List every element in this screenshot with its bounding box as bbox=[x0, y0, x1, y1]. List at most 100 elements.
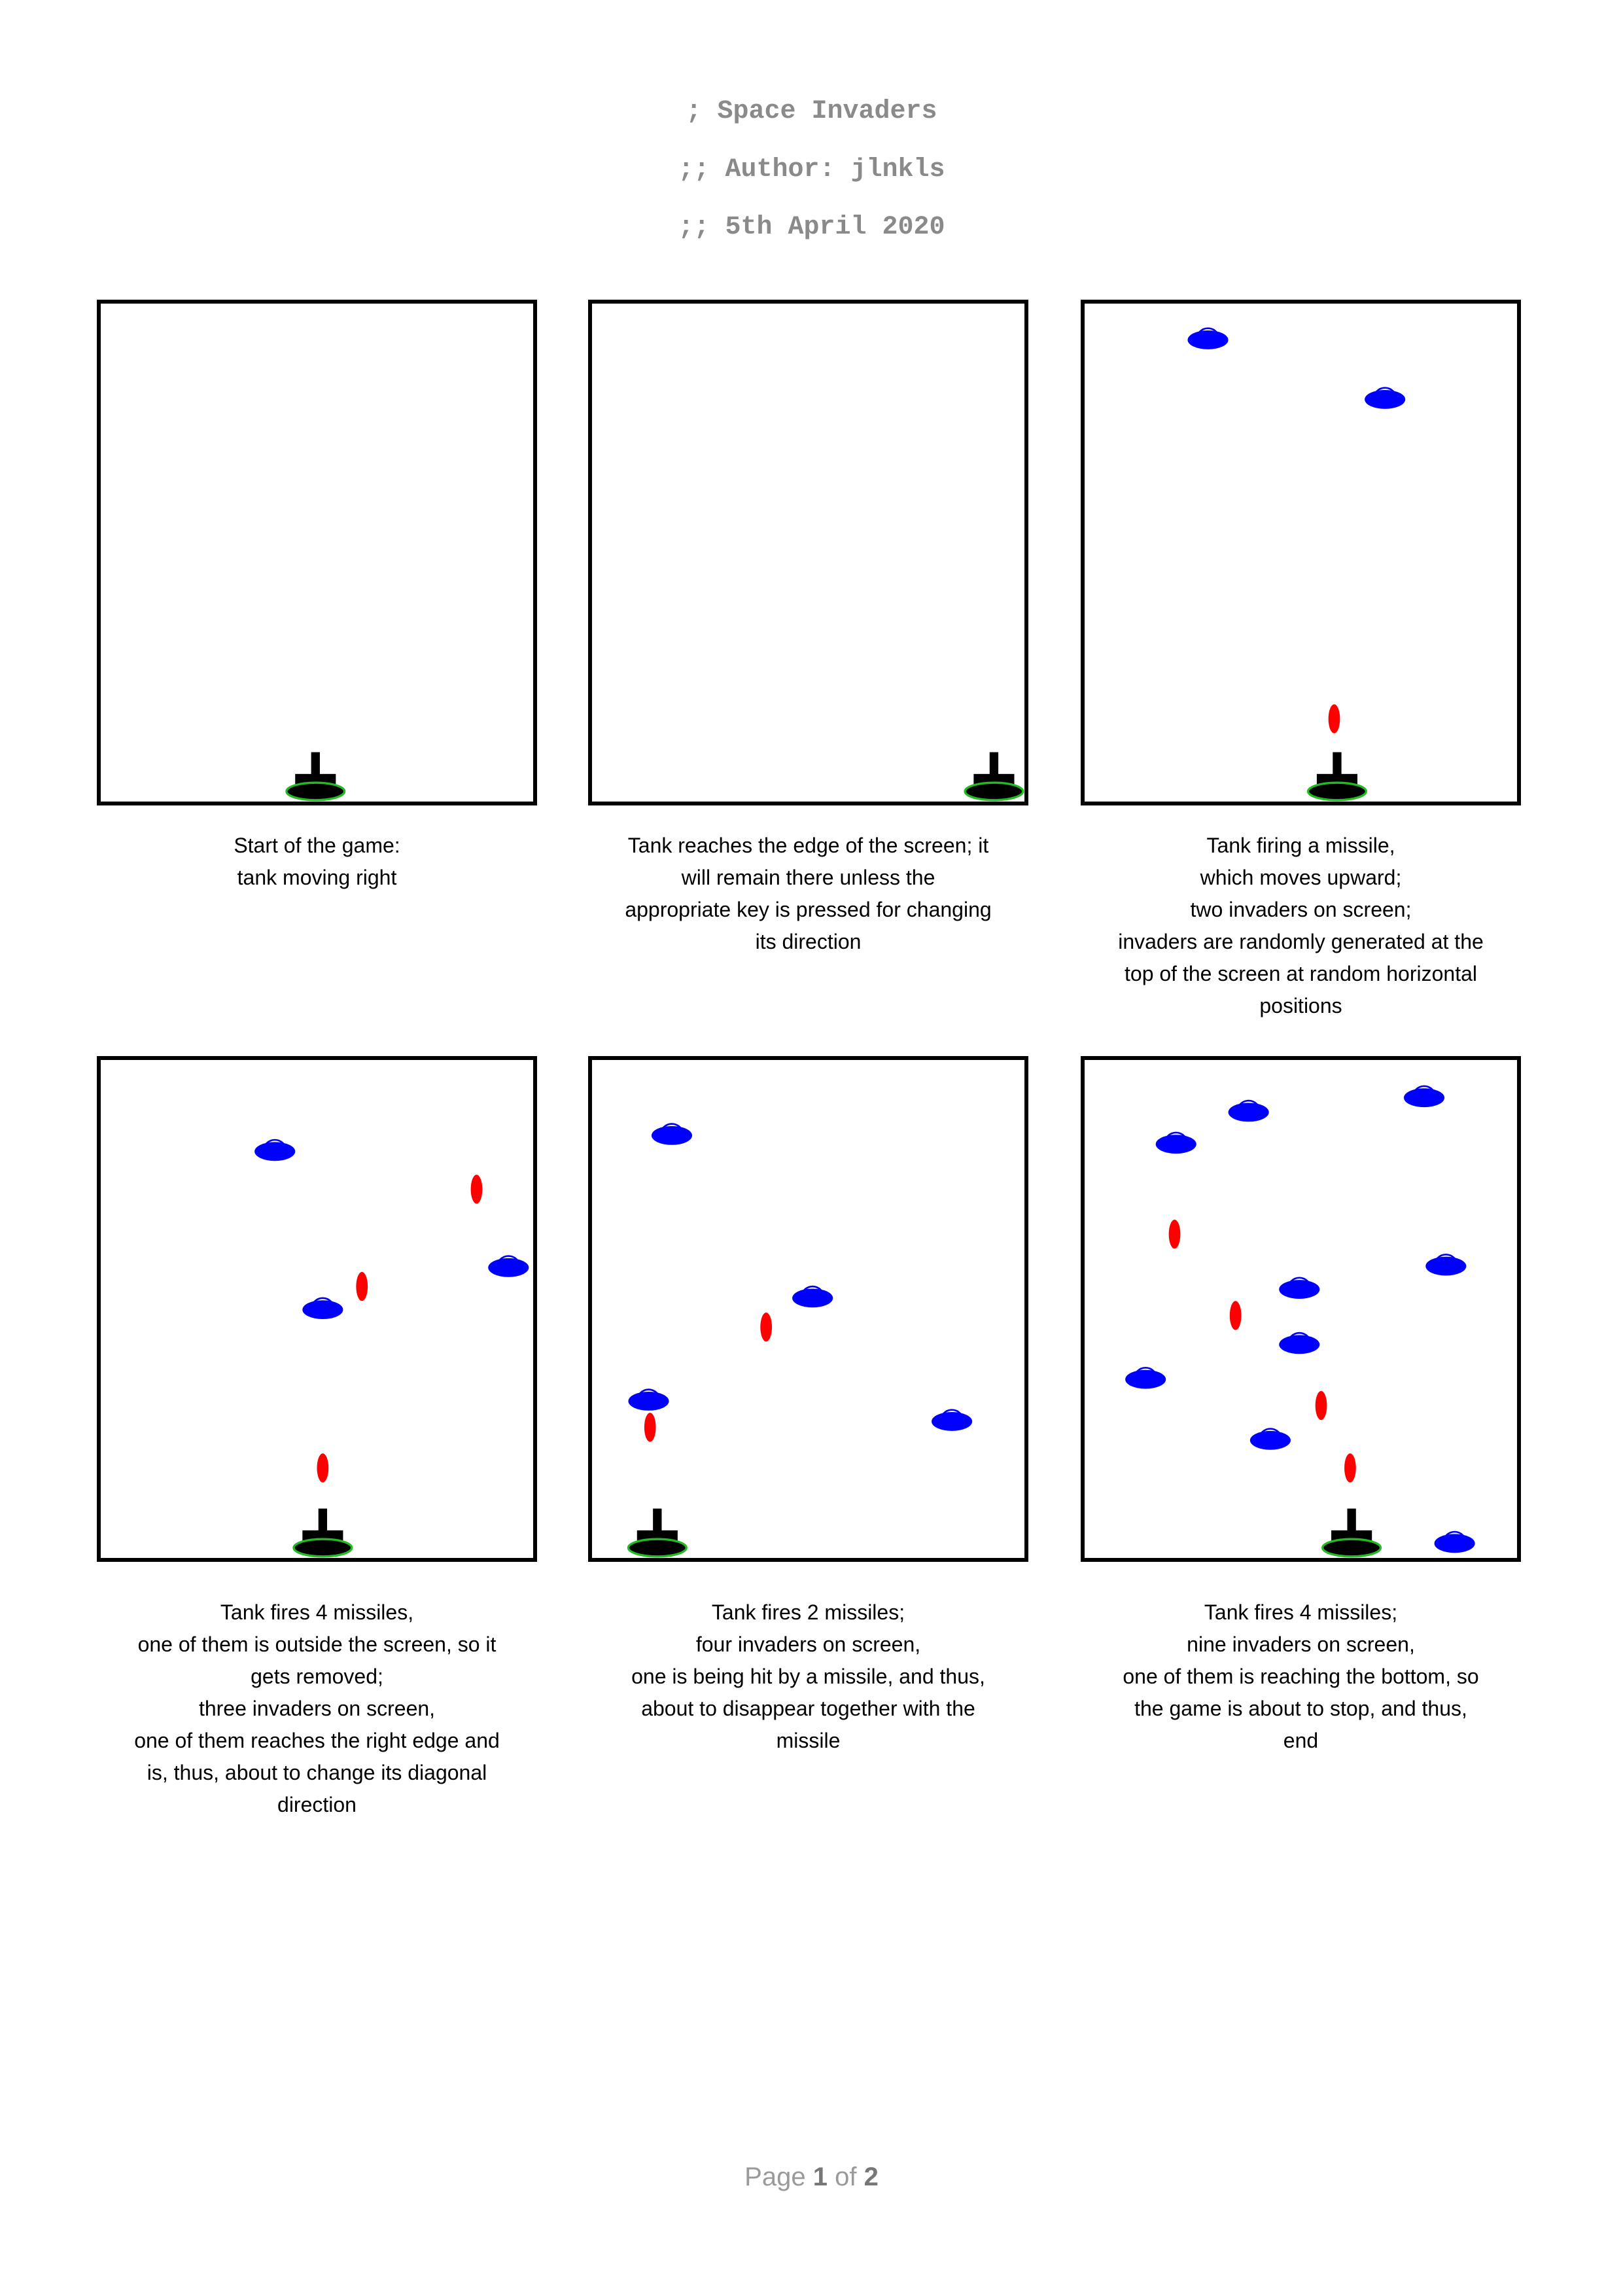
invader-body bbox=[1187, 330, 1229, 349]
caption-line: one of them reaches the right edge and bbox=[134, 1729, 500, 1752]
tank bbox=[627, 1508, 688, 1558]
tank-body bbox=[285, 781, 346, 802]
tank-barrel bbox=[1333, 752, 1342, 776]
header-line: ;; 5th April 2020 bbox=[678, 213, 945, 242]
invader bbox=[628, 1388, 669, 1411]
tank bbox=[964, 752, 1024, 802]
screen-canvas bbox=[1187, 327, 1406, 802]
caption: Tank fires 2 missiles; four invaders on s… bbox=[588, 1597, 1028, 1757]
page-total: 2 bbox=[864, 2163, 879, 2191]
tank bbox=[285, 752, 346, 802]
caption-line: positions bbox=[1259, 994, 1342, 1017]
missile bbox=[1229, 1301, 1242, 1330]
page-number: 1 bbox=[812, 2163, 828, 2191]
caption-line: four invaders on screen, bbox=[695, 1633, 921, 1656]
invader-body bbox=[628, 1391, 669, 1411]
caption-line: gets removed; bbox=[251, 1665, 383, 1688]
caption-line: Tank reaches the edge of the screen; it bbox=[627, 834, 989, 857]
caption: Start of the game: tank moving right bbox=[97, 830, 537, 894]
caption-line: three invaders on screen, bbox=[198, 1697, 436, 1720]
footer-text: Page bbox=[744, 2163, 806, 2191]
missile bbox=[644, 1413, 656, 1442]
invader-body bbox=[1425, 1256, 1467, 1276]
invader-body bbox=[254, 1142, 296, 1161]
caption-line: the game is about to stop, and thus, bbox=[1134, 1697, 1467, 1720]
header-line: ; Space Invaders bbox=[686, 97, 937, 126]
tank-body bbox=[1321, 1538, 1382, 1558]
screen-canvas bbox=[627, 1123, 973, 1558]
missile bbox=[1328, 704, 1340, 733]
tank-barrel bbox=[653, 1508, 662, 1532]
missile bbox=[1315, 1390, 1327, 1421]
screen-canvas bbox=[1125, 1085, 1475, 1558]
tank-body bbox=[964, 781, 1024, 802]
invader bbox=[254, 1139, 296, 1161]
game-screen bbox=[588, 1056, 1028, 1562]
tank-turret bbox=[637, 1530, 678, 1541]
missile bbox=[356, 1271, 368, 1301]
tank-turret bbox=[1331, 1530, 1372, 1541]
game-screen bbox=[588, 300, 1028, 805]
caption-line: Tank fires 4 missiles; bbox=[1204, 1600, 1398, 1624]
caption-line: top of the screen at random horizontal bbox=[1125, 962, 1477, 985]
invader-body bbox=[1125, 1369, 1166, 1389]
tank bbox=[1306, 752, 1367, 802]
invader bbox=[1155, 1131, 1196, 1154]
invader-body bbox=[1365, 390, 1406, 409]
caption-line: one of them is outside the screen, so it bbox=[137, 1633, 497, 1656]
tank-barrel bbox=[1347, 1508, 1356, 1532]
caption-line: is, thus, about to change its diagonal bbox=[147, 1761, 487, 1784]
invader bbox=[1187, 327, 1229, 349]
caption-line: end bbox=[1283, 1729, 1319, 1752]
tank bbox=[292, 1508, 353, 1558]
tank-body bbox=[1306, 781, 1367, 802]
tank-barrel bbox=[989, 752, 999, 776]
tank-turret bbox=[973, 773, 1015, 785]
tank-turret bbox=[1316, 773, 1358, 785]
header-line: ;; Author: jlnkls bbox=[678, 155, 945, 185]
caption-line: tank moving right bbox=[237, 866, 397, 889]
caption-line: one of them is reaching the bottom, so bbox=[1123, 1665, 1479, 1688]
invader-body bbox=[651, 1125, 693, 1145]
invader-body bbox=[1249, 1430, 1291, 1450]
tank-body bbox=[627, 1538, 688, 1558]
tank bbox=[1321, 1508, 1382, 1558]
caption-line: one is being hit by a missile, and thus, bbox=[631, 1665, 985, 1688]
invader-body bbox=[488, 1258, 529, 1277]
invader bbox=[1425, 1253, 1467, 1276]
missile bbox=[1344, 1453, 1356, 1483]
invader bbox=[1228, 1099, 1269, 1122]
invader bbox=[1279, 1277, 1320, 1299]
caption-line: appropriate key is pressed for changing bbox=[625, 898, 992, 921]
game-screen bbox=[97, 1056, 537, 1562]
caption-line: Tank fires 4 missiles, bbox=[220, 1600, 414, 1624]
invader-body bbox=[932, 1412, 973, 1431]
caption-line: missile bbox=[776, 1729, 841, 1752]
caption: Tank reaches the edge of the screen; it w… bbox=[588, 830, 1028, 958]
invader bbox=[1279, 1332, 1320, 1354]
caption-line: nine invaders on screen, bbox=[1187, 1633, 1415, 1656]
caption-line: Tank firing a missile, bbox=[1206, 834, 1395, 857]
missile bbox=[1168, 1220, 1181, 1249]
invader-body bbox=[1403, 1088, 1445, 1108]
caption: Tank fires 4 missiles; nine invaders on s… bbox=[1081, 1597, 1521, 1757]
tank-barrel bbox=[311, 752, 320, 776]
invader bbox=[1403, 1085, 1445, 1108]
caption-line: will remain there unless the bbox=[681, 866, 935, 889]
missile bbox=[470, 1174, 483, 1204]
invader bbox=[1249, 1428, 1291, 1450]
game-screen bbox=[97, 300, 537, 805]
invader bbox=[1365, 387, 1406, 409]
game-screen bbox=[1081, 1056, 1521, 1562]
game-screen bbox=[1081, 300, 1521, 805]
invader bbox=[651, 1123, 693, 1145]
footer-text: of bbox=[835, 2163, 857, 2191]
invader bbox=[1125, 1367, 1166, 1389]
invader-body bbox=[302, 1300, 343, 1320]
caption-line: two invaders on screen; bbox=[1190, 898, 1412, 921]
caption-line: Tank fires 2 missiles; bbox=[711, 1600, 905, 1624]
caption-line: its direction bbox=[755, 930, 862, 953]
caption-line: which moves upward; bbox=[1200, 866, 1402, 889]
tank-barrel bbox=[318, 1508, 328, 1532]
